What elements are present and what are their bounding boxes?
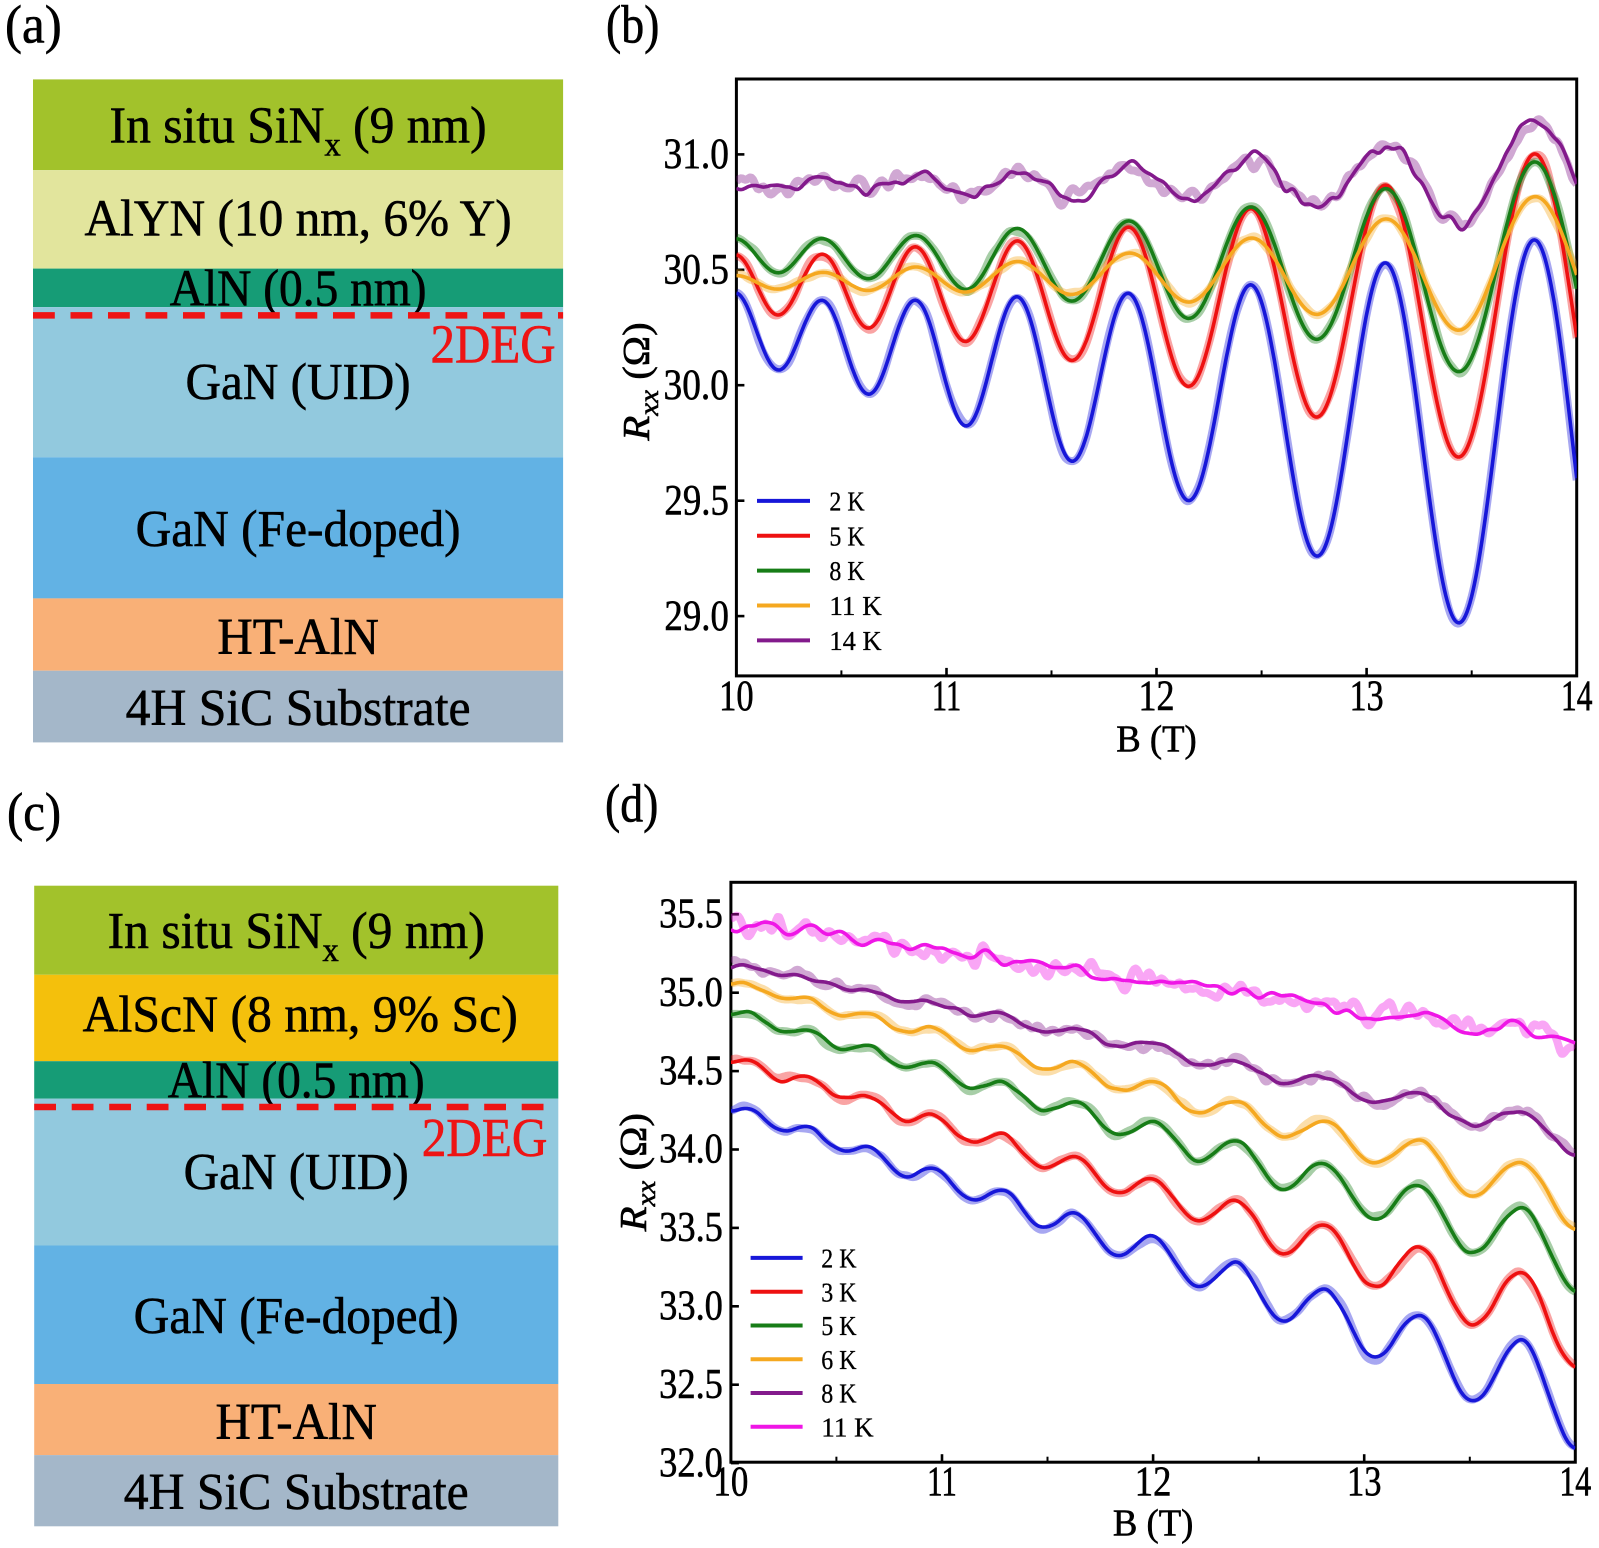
svg-text:29.5: 29.5 <box>664 476 728 525</box>
svg-text:11 K: 11 K <box>821 1412 874 1442</box>
svg-text:8 K: 8 K <box>829 556 865 587</box>
svg-text:34.0: 34.0 <box>659 1125 723 1172</box>
svg-text:33.5: 33.5 <box>659 1204 723 1251</box>
svg-text:14: 14 <box>1559 1459 1591 1505</box>
svg-text:4H SiC Substrate: 4H SiC Substrate <box>124 1463 469 1520</box>
svg-text:(c): (c) <box>7 783 61 843</box>
svg-text:11: 11 <box>932 673 961 720</box>
svg-text:(b): (b) <box>606 0 659 54</box>
svg-text:35.0: 35.0 <box>659 968 723 1015</box>
svg-text:12: 12 <box>1135 1458 1172 1505</box>
svg-text:(a): (a) <box>5 0 62 55</box>
svg-text:5 K: 5 K <box>821 1311 857 1342</box>
svg-text:5 K: 5 K <box>829 521 865 552</box>
svg-text:B (T): B (T) <box>1116 719 1197 761</box>
svg-text:4H SiC Substrate: 4H SiC Substrate <box>126 679 471 736</box>
svg-text:8 K: 8 K <box>821 1378 857 1409</box>
svg-text:14: 14 <box>1561 672 1592 720</box>
svg-text:AlN (0.5 nm): AlN (0.5 nm) <box>168 1052 425 1109</box>
svg-text:11 K: 11 K <box>829 591 882 621</box>
svg-text:GaN (Fe-doped): GaN (Fe-doped) <box>134 1287 459 1344</box>
svg-text:31.0: 31.0 <box>664 130 729 178</box>
svg-text:32.5: 32.5 <box>659 1360 723 1407</box>
svg-text:GaN (UID): GaN (UID) <box>186 353 411 411</box>
svg-text:32.0: 32.0 <box>659 1439 723 1486</box>
svg-text:3 K: 3 K <box>821 1277 857 1308</box>
svg-text:2 K: 2 K <box>829 486 865 517</box>
svg-text:In situ SiNx (9 nm): In situ SiNx (9 nm) <box>108 902 485 969</box>
svg-text:13: 13 <box>1350 672 1384 720</box>
svg-text:2DEG: 2DEG <box>422 1108 548 1169</box>
svg-text:GaN (UID): GaN (UID) <box>184 1143 409 1201</box>
svg-text:GaN (Fe-doped): GaN (Fe-doped) <box>136 500 461 557</box>
svg-text:HT-AlN: HT-AlN <box>215 1393 376 1451</box>
svg-text:34.5: 34.5 <box>659 1047 723 1094</box>
svg-text:2 K: 2 K <box>821 1243 857 1274</box>
svg-text:29.0: 29.0 <box>664 591 728 640</box>
svg-text:AlScN (8 nm, 9% Sc): AlScN (8 nm, 9% Sc) <box>83 987 518 1044</box>
svg-text:33.0: 33.0 <box>659 1282 723 1329</box>
svg-text:11: 11 <box>927 1459 957 1506</box>
svg-text:13: 13 <box>1347 1459 1381 1505</box>
svg-text:AlYN (10 nm, 6% Y): AlYN (10 nm, 6% Y) <box>85 189 512 246</box>
svg-text:2DEG: 2DEG <box>430 315 555 375</box>
svg-text:6 K: 6 K <box>821 1344 857 1375</box>
svg-text:10: 10 <box>719 672 753 720</box>
svg-text:14 K: 14 K <box>829 626 882 657</box>
svg-text:B (T): B (T) <box>1113 1503 1194 1545</box>
svg-text:Rxx (Ω): Rxx (Ω) <box>612 1113 661 1232</box>
svg-text:(d): (d) <box>605 773 658 833</box>
svg-text:AlN (0.5 nm): AlN (0.5 nm) <box>170 260 427 317</box>
svg-text:35.5: 35.5 <box>659 890 723 937</box>
svg-text:HT-AlN: HT-AlN <box>217 608 378 666</box>
svg-text:30.0: 30.0 <box>664 360 729 408</box>
svg-text:In situ SiNx (9 nm): In situ SiNx (9 nm) <box>110 96 487 163</box>
svg-text:10: 10 <box>713 1458 748 1505</box>
svg-text:12: 12 <box>1138 671 1174 720</box>
svg-text:Rxx (Ω): Rxx (Ω) <box>615 322 664 441</box>
svg-text:30.5: 30.5 <box>664 245 729 293</box>
